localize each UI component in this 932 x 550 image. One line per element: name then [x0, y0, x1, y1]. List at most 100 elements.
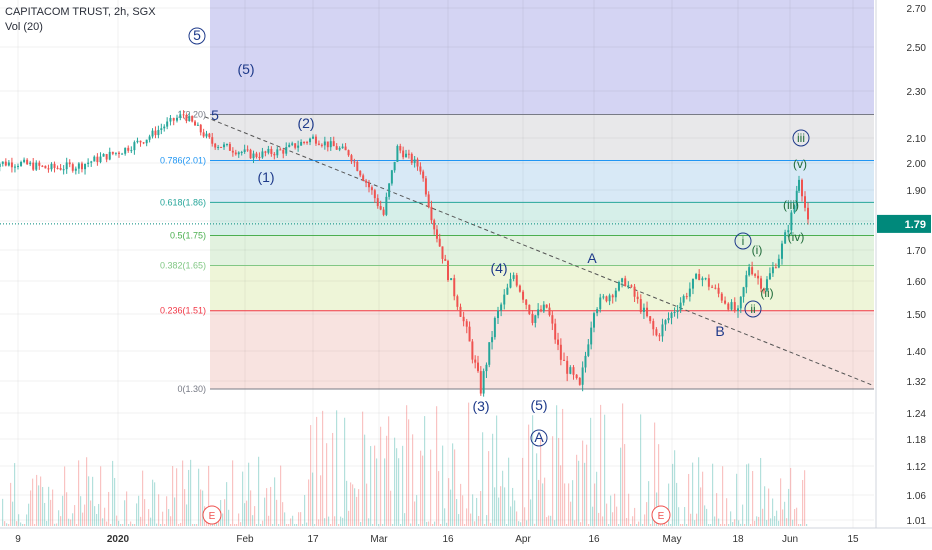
candle-body [695, 273, 698, 279]
candle-body [80, 163, 83, 170]
volume-bar [512, 487, 514, 526]
candle-body [757, 275, 760, 279]
volume-bar [738, 520, 740, 526]
candle-body [642, 307, 645, 313]
candle-body [754, 274, 757, 276]
candle-body [777, 258, 780, 268]
candle-body [332, 141, 335, 147]
volume-bar [734, 519, 736, 526]
volume-bar [692, 462, 694, 526]
wave-label-13: (i) [752, 243, 763, 257]
volume-bar [762, 508, 764, 526]
candle-body [0, 163, 1, 167]
candle-body [359, 170, 362, 176]
volume-bar [782, 509, 784, 526]
candle-body [114, 152, 117, 154]
volume-bar [400, 524, 402, 526]
candle-body [214, 143, 217, 148]
volume-bar [458, 514, 460, 526]
candle-body [575, 374, 578, 379]
candle-body [231, 150, 234, 153]
time-tick-9: 18 [732, 534, 744, 545]
candle-body [661, 324, 664, 337]
candle-body [50, 163, 53, 170]
volume-bar [38, 485, 40, 526]
candle-body [711, 286, 714, 288]
candle-body [77, 163, 80, 169]
volume-bar [214, 524, 216, 526]
volume-bar [64, 466, 66, 526]
candle-body [353, 161, 356, 163]
volume-bar [292, 515, 294, 526]
volume-bar [650, 524, 652, 526]
candle-body [491, 337, 494, 343]
time-tick-4: Mar [370, 534, 388, 545]
volume-bar [6, 523, 8, 526]
volume-bar [12, 501, 14, 526]
fib-zone-0 [210, 114, 874, 161]
current-price-tag [877, 214, 931, 233]
volume-bar [638, 521, 640, 526]
candle-body [329, 141, 332, 148]
volume-bar [194, 524, 196, 526]
volume-bar [424, 416, 426, 526]
volume-bar [86, 457, 88, 526]
volume-bar [526, 520, 528, 526]
volume-bar [360, 521, 362, 526]
time-tick-6: Apr [515, 534, 531, 545]
volume-bar [262, 520, 264, 526]
volume-bar [752, 471, 754, 526]
volume-bar [250, 490, 252, 526]
volume-bar [56, 523, 58, 526]
volume-bar [482, 432, 484, 526]
candle-body [617, 281, 620, 291]
volume-bar [268, 515, 270, 526]
volume-bar [394, 437, 396, 526]
volume-bar [480, 490, 482, 526]
candle-body [188, 116, 191, 122]
candle-body [751, 267, 754, 275]
volume-bar [92, 476, 94, 526]
volume-bar [66, 492, 68, 526]
volume-bar [574, 520, 576, 526]
candle-body [194, 121, 197, 126]
candle-body [503, 294, 506, 305]
candle-body [572, 367, 575, 375]
volume-bar [750, 524, 752, 526]
volume-bar [494, 487, 496, 526]
candle-body [154, 130, 157, 136]
event-label-0: E [209, 511, 216, 522]
candle-body [639, 299, 642, 313]
candle-body [264, 151, 267, 153]
volume-bar [266, 488, 268, 526]
volume-bar [26, 514, 28, 526]
volume-bar [524, 507, 526, 526]
volume-bar [278, 524, 280, 526]
candle-body [347, 150, 350, 156]
candle-body [459, 306, 462, 317]
volume-bar [264, 497, 266, 526]
candle-body [111, 151, 114, 154]
candle-body [477, 362, 479, 372]
volume-bar [446, 522, 448, 526]
candle-body [124, 147, 127, 154]
volume-bar [306, 522, 308, 526]
volume-bar [722, 466, 724, 526]
volume-bar [646, 502, 648, 526]
volume-bar [350, 482, 352, 526]
volume-bar [124, 500, 126, 526]
volume-bar [244, 503, 246, 526]
candle-body [557, 339, 560, 345]
volume-bar [486, 515, 488, 526]
volume-bar [508, 457, 510, 526]
time-tick-5: 16 [442, 534, 454, 545]
candle-body [447, 260, 449, 281]
volume-bar [684, 507, 686, 526]
volume-bar [708, 524, 710, 526]
volume-bar [488, 451, 490, 526]
candle-body [56, 167, 59, 169]
volume-bar [696, 513, 698, 526]
candle-body [790, 212, 793, 231]
candle-body [4, 161, 7, 166]
